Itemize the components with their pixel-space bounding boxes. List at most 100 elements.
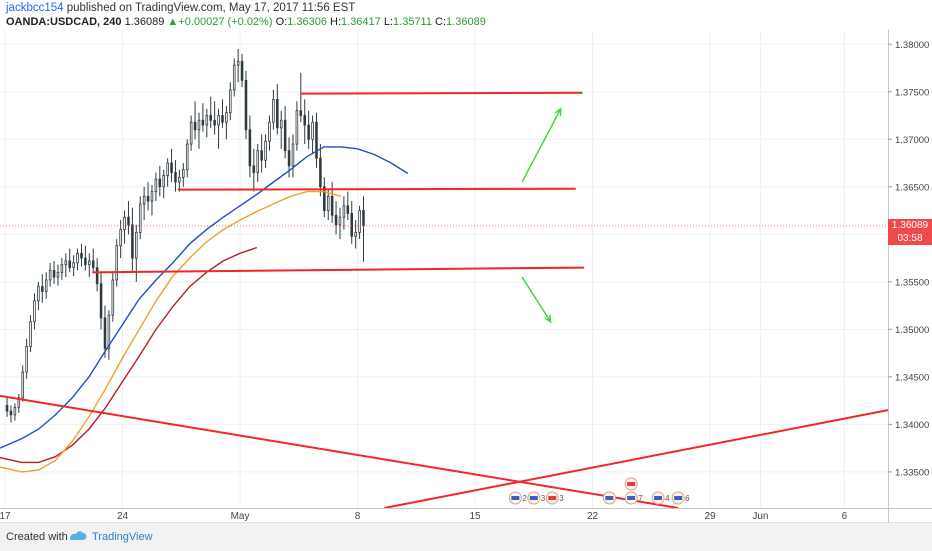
- candle-body: [330, 195, 334, 216]
- projection-arrows: [521, 107, 562, 324]
- close-label: C:: [435, 16, 447, 28]
- candle-body: [131, 224, 134, 259]
- candle-body: [236, 60, 240, 66]
- price-axis[interactable]: [888, 30, 932, 508]
- candle-body: [221, 115, 224, 123]
- price-tick-label: 1.35000: [895, 325, 929, 336]
- candle-body: [44, 279, 48, 292]
- trend-line: [300, 91, 583, 95]
- candle-body: [276, 98, 279, 129]
- candle-body: [346, 205, 350, 214]
- time-tick-label: Jun: [752, 511, 768, 522]
- candle-body: [135, 232, 138, 259]
- time-tick-label: 15: [469, 511, 481, 522]
- candle-body: [9, 410, 13, 416]
- candle-body: [80, 252, 83, 259]
- candle-body: [5, 404, 9, 412]
- candle-body: [33, 300, 36, 323]
- price-tick-label: 1.34000: [895, 420, 929, 431]
- time-axis[interactable]: [0, 509, 888, 522]
- plot-area: 2 3 3 7 4 6: [0, 49, 888, 508]
- candle-body: [21, 371, 24, 399]
- projection-arrow-head: [554, 107, 562, 116]
- moving-averages: [0, 146, 409, 473]
- candle-body: [279, 119, 283, 129]
- event-count: 7: [638, 494, 643, 503]
- publish-line: jackbcc154 published on TradingView.com,…: [6, 2, 355, 14]
- candle-body: [13, 406, 17, 416]
- author-link[interactable]: jackbcc154: [6, 2, 64, 14]
- trend-line: [384, 409, 888, 508]
- candle-body: [182, 169, 185, 178]
- candle-body: [103, 317, 107, 349]
- price-tick-label: 1.35500: [895, 277, 929, 288]
- candle-body: [178, 176, 181, 183]
- symbol-label: OANDA:USDCAD, 240: [6, 16, 122, 28]
- candle-body: [299, 110, 303, 116]
- event-count: 3: [559, 494, 564, 503]
- event-count: 2: [522, 494, 527, 503]
- projection-arrow-head: [544, 314, 552, 324]
- ma-fast-line: [0, 146, 409, 449]
- candle-body: [60, 264, 64, 273]
- price-tick-label: 1.34500: [895, 372, 929, 383]
- bar-countdown-label: 03:58: [888, 231, 932, 245]
- candle-body: [170, 162, 173, 173]
- candle-body: [56, 271, 60, 278]
- last-price-label: 1.36089: [888, 218, 932, 232]
- candle-body: [354, 232, 357, 237]
- candle-body: [362, 210, 365, 227]
- high-label: H:: [330, 16, 342, 28]
- time-tick-label: 17: [0, 511, 11, 522]
- candle-body: [166, 162, 169, 176]
- change-value: +0.00027 (+0.02%): [178, 16, 273, 28]
- flag-stripe: [548, 496, 557, 500]
- ma-mid-line: [0, 190, 341, 473]
- price-chart[interactable]: 2 3 3 7 4 6 1.38000 1.37500 1.37000 1.36500 1.360…: [0, 30, 932, 522]
- last-price: 1.36089: [124, 16, 165, 28]
- candle-body: [315, 121, 318, 159]
- tradingview-brand[interactable]: TradingView: [92, 531, 153, 543]
- candle-body: [25, 346, 28, 373]
- open-value: 1.36306: [287, 16, 327, 28]
- time-tick-label: 8: [355, 511, 361, 522]
- price-tick-label: 1.37000: [895, 135, 929, 146]
- candle-body: [76, 252, 79, 264]
- candles: [5, 49, 365, 423]
- candle-body: [185, 143, 189, 171]
- candle-body: [84, 257, 87, 266]
- candle-body: [260, 150, 263, 161]
- time-tick-label: 29: [705, 511, 717, 522]
- time-tick-label: May: [231, 511, 250, 522]
- candle-body: [240, 60, 244, 81]
- candle-body: [209, 115, 212, 121]
- published-text: published on TradingView.com, May 17, 20…: [66, 2, 356, 14]
- candle-body: [29, 321, 32, 347]
- high-value: 1.36417: [341, 16, 381, 28]
- candle-body: [64, 260, 68, 266]
- candle-body: [326, 195, 330, 211]
- trend-line: [92, 266, 585, 274]
- candle-body: [213, 119, 216, 126]
- candle-body: [338, 216, 342, 226]
- price-tick-label: 1.33500: [895, 467, 929, 478]
- candle-body: [189, 121, 193, 145]
- low-label: L:: [383, 16, 394, 28]
- candle-body: [350, 213, 353, 237]
- time-tick-label: 24: [117, 511, 129, 522]
- candle-body: [303, 115, 306, 126]
- flag-stripe: [605, 496, 614, 500]
- candle-body: [193, 121, 197, 131]
- candle-body: [142, 195, 146, 205]
- ohlc-line: OANDA:USDCAD, 240 1.36089 ▲+0.00027 (+0.…: [6, 16, 486, 28]
- candle-body: [256, 150, 259, 173]
- candle-body: [229, 89, 232, 114]
- event-count: 4: [665, 494, 670, 503]
- trend-line: [177, 187, 576, 191]
- candle-body: [17, 397, 21, 408]
- flag-stripe: [529, 496, 538, 500]
- time-ticks: 17 24 May 8 15 22 29 Jun 6: [0, 511, 848, 522]
- ma-slow-line: [0, 246, 258, 464]
- candle-body: [111, 279, 115, 316]
- candle-body: [201, 119, 205, 126]
